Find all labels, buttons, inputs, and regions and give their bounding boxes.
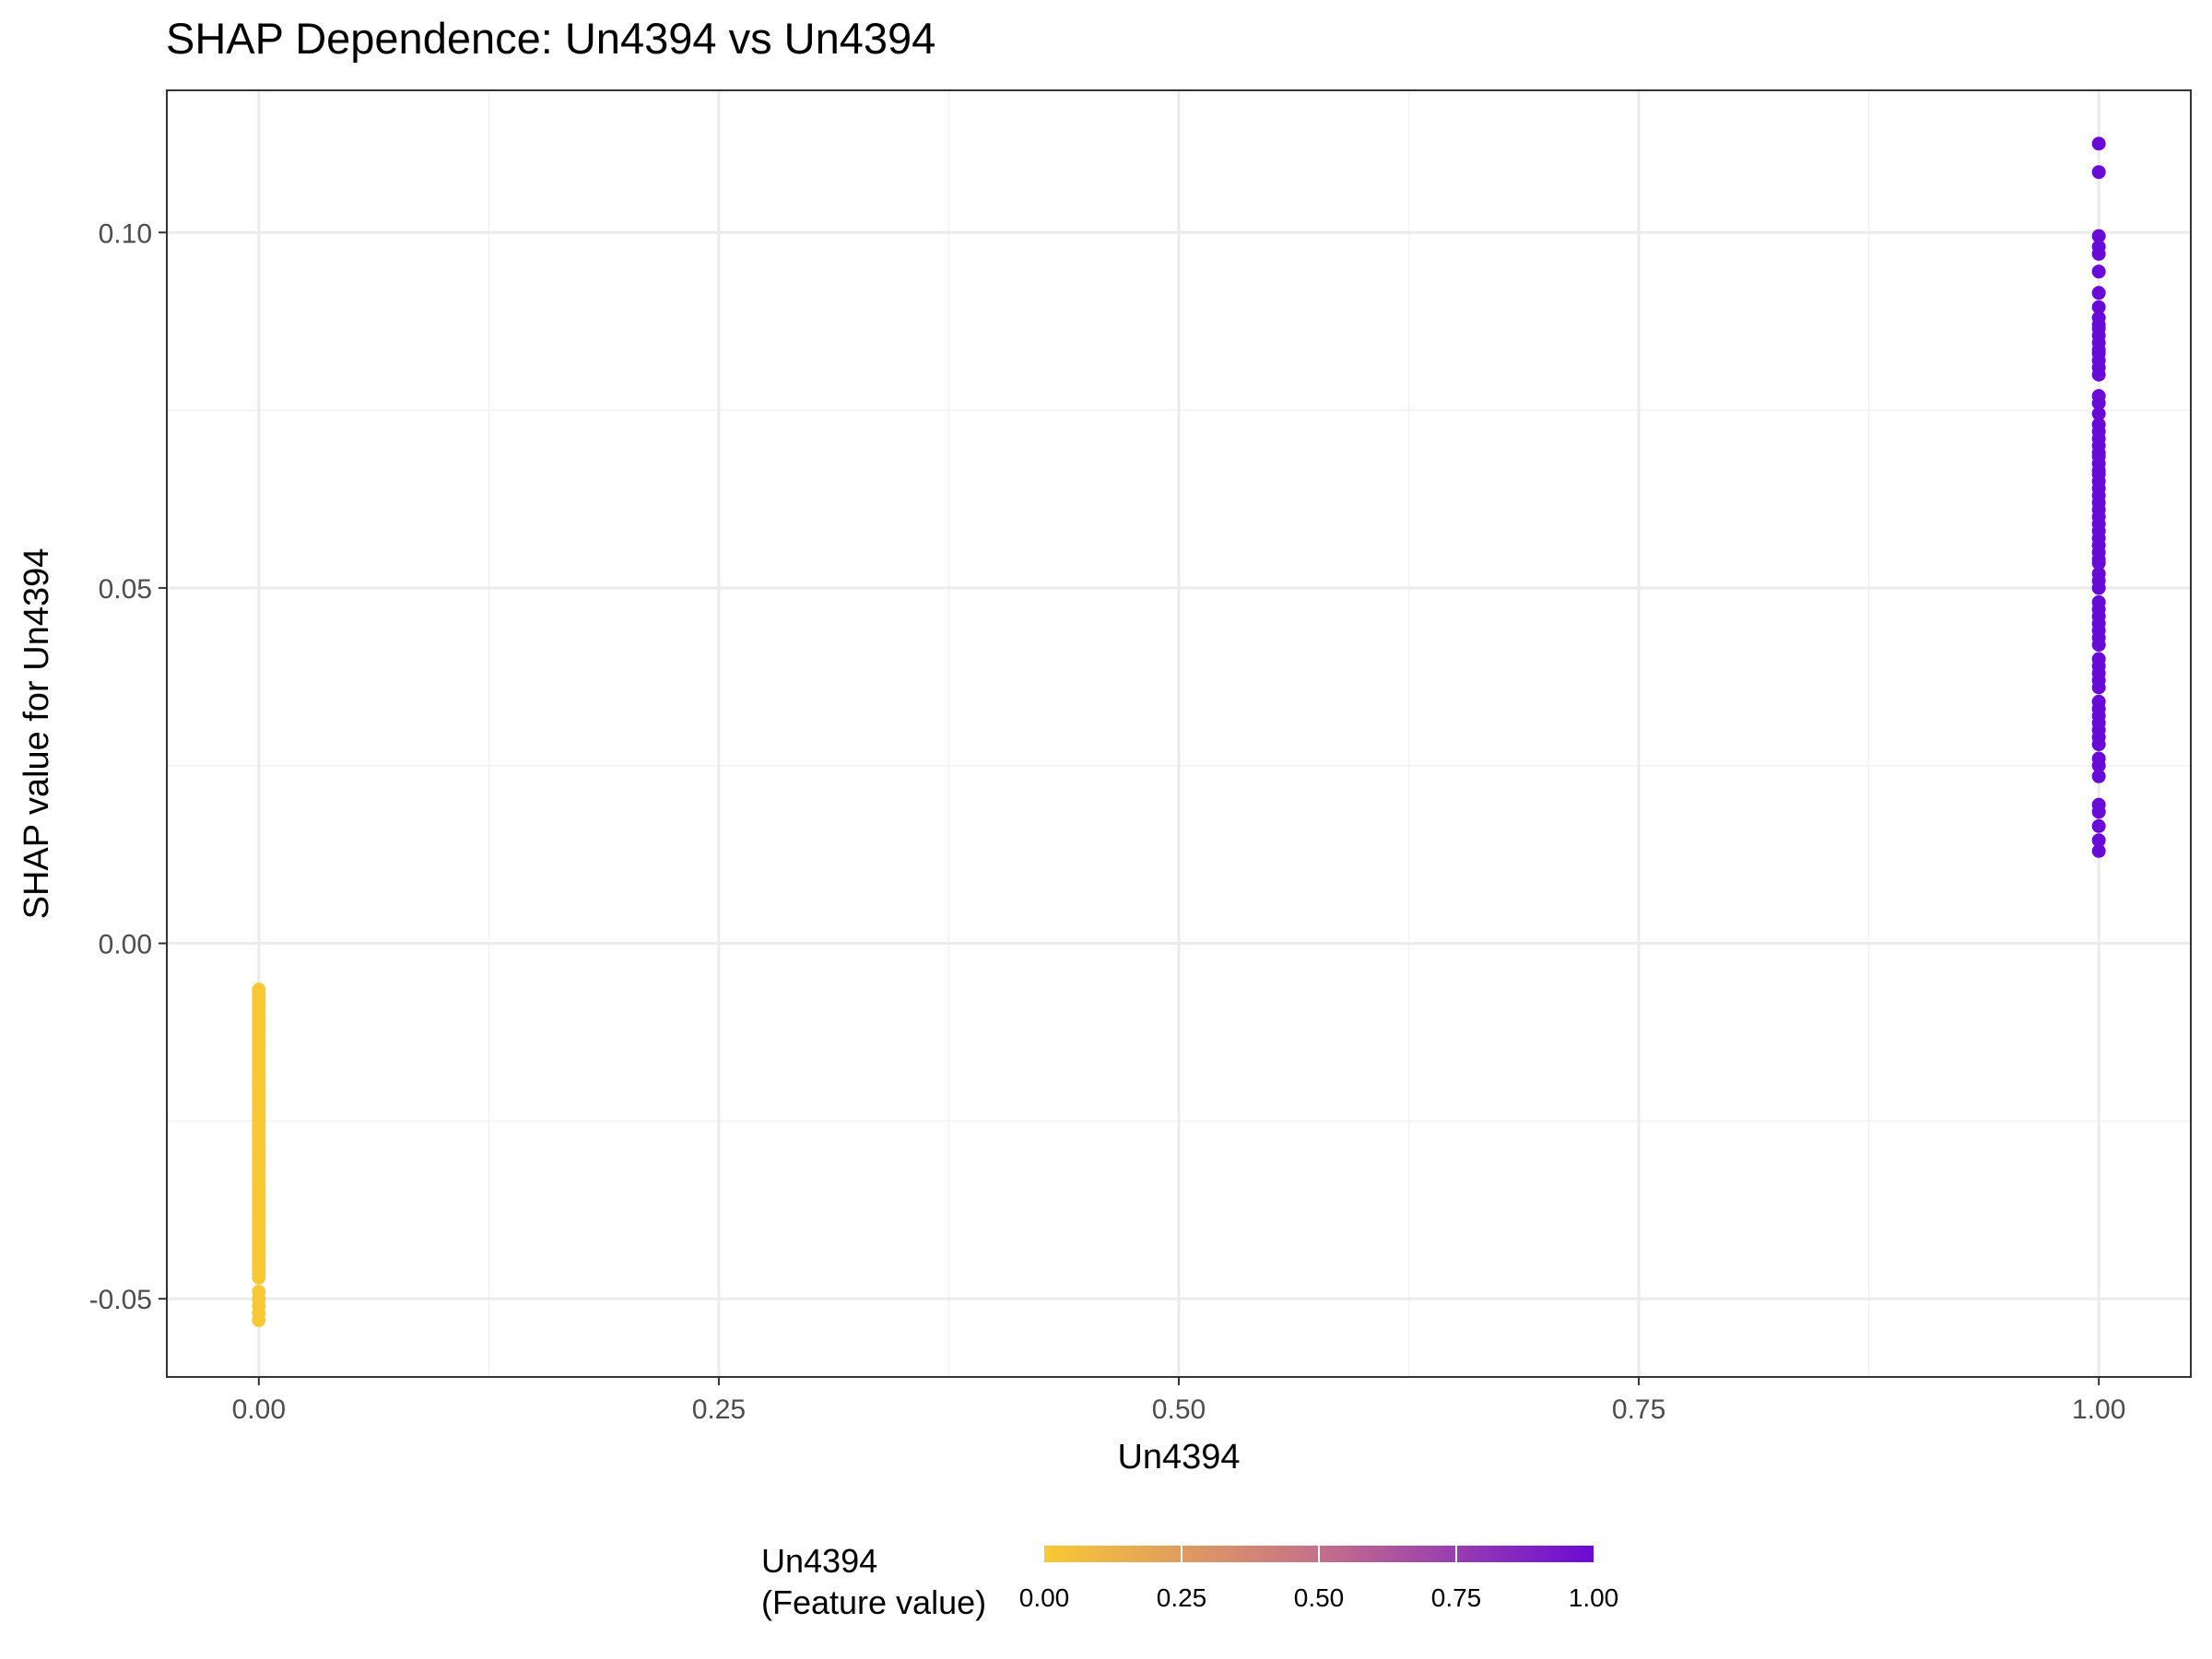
y-axis-ticks: -0.05 0.00 0.05 0.10 — [89, 218, 167, 1315]
x-tick-label: 0.50 — [1152, 1394, 1206, 1425]
y-tick-label: 0.00 — [99, 930, 152, 960]
data-point — [2091, 638, 2106, 653]
data-point — [2091, 229, 2106, 243]
y-tick-label: 0.10 — [99, 218, 152, 249]
y-axis-title: SHAP value for Un4394 — [18, 548, 56, 920]
legend-title-line2: (Feature value) — [761, 1583, 986, 1621]
legend-tick-label: 0.50 — [1294, 1583, 1345, 1612]
data-point — [252, 1270, 266, 1285]
x-tick-label: 1.00 — [2072, 1394, 2125, 1425]
data-point — [2091, 680, 2106, 695]
legend-tick-label: 1.00 — [1569, 1583, 1619, 1612]
data-point — [2091, 818, 2106, 833]
x-tick-label: 0.00 — [232, 1394, 286, 1425]
plot-panel — [166, 89, 2192, 1378]
data-point — [2091, 368, 2106, 382]
legend-tick-label: 0.25 — [1157, 1583, 1207, 1612]
legend-tick-label: 0.00 — [1019, 1583, 1070, 1612]
data-point — [2091, 406, 2106, 421]
data-points — [252, 136, 2106, 1327]
data-point — [2091, 246, 2106, 261]
data-point — [252, 1312, 266, 1327]
x-axis-ticks: 0.00 0.25 0.50 0.75 1.00 — [232, 1377, 2125, 1425]
data-point — [2091, 165, 2106, 180]
data-point — [2091, 581, 2106, 595]
x-tick-label: 0.75 — [1612, 1394, 1665, 1425]
data-point — [2091, 300, 2106, 314]
x-tick-label: 0.25 — [692, 1394, 746, 1425]
data-point — [2091, 395, 2106, 410]
y-tick-label: -0.05 — [89, 1285, 152, 1315]
data-point — [2091, 805, 2106, 819]
legend: Un4394 (Feature value) 0.00 0.25 0.50 0.75 1… — [761, 1542, 1618, 1621]
legend-ticks: 0.00 0.25 0.50 0.75 1.00 — [1019, 1546, 1619, 1612]
legend-tick-label: 0.75 — [1431, 1583, 1482, 1612]
grid-major — [167, 90, 2191, 1377]
data-point — [2091, 136, 2106, 151]
chart-title: SHAP Dependence: Un4394 vs Un4394 — [166, 14, 935, 63]
data-point — [2091, 769, 2106, 783]
data-point — [2091, 833, 2106, 848]
data-point — [2091, 265, 2106, 279]
data-point — [2091, 759, 2106, 773]
y-tick-label: 0.05 — [99, 574, 152, 605]
data-point — [2091, 286, 2106, 300]
data-point — [2091, 737, 2106, 752]
data-point — [2091, 843, 2106, 858]
x-axis-title: Un4394 — [1117, 1438, 1240, 1477]
legend-title-line1: Un4394 — [761, 1542, 877, 1580]
data-point — [2091, 556, 2106, 571]
